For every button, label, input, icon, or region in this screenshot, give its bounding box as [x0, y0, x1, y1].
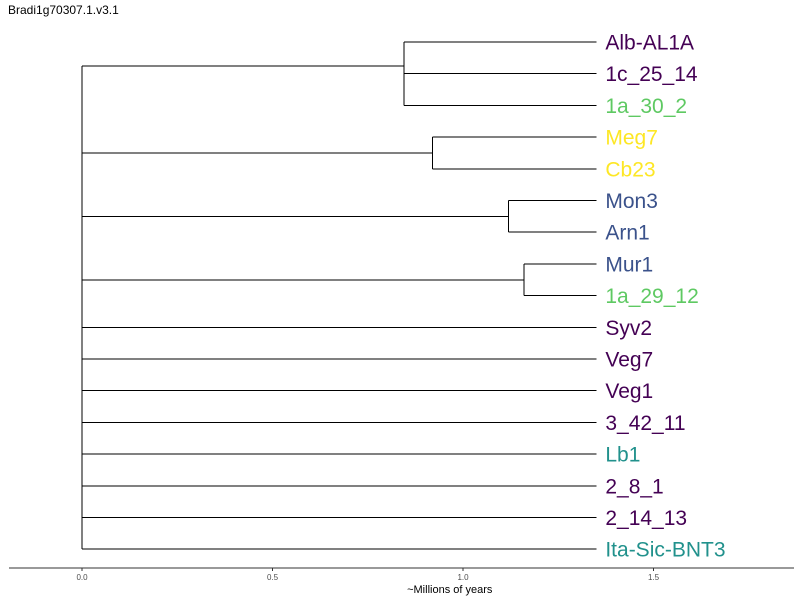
tip-label: Cb23 [605, 158, 655, 181]
tip-label: 1a_29_12 [605, 285, 698, 308]
tree-branches [81, 41, 597, 550]
x-tick-label: 1.0 [457, 573, 469, 582]
x-axis-title: ~Millions of years [407, 584, 493, 596]
x-axis: 0.0 0.5 1.0 1.5 ~Millions of years [9, 567, 794, 596]
tip-label: Arn1 [605, 222, 649, 245]
tip-label: Meg7 [605, 127, 658, 150]
tip-label: Alb-AL1A [605, 32, 694, 55]
tip-label: Mur1 [605, 253, 653, 276]
tip-label: 1a_30_2 [605, 95, 687, 118]
tip-label: Veg1 [605, 380, 653, 403]
chart-title: Bradi1g70307.1.v3.1 [8, 3, 119, 17]
tip-label: Lb1 [605, 444, 640, 467]
x-tick-label: 0.5 [267, 573, 279, 582]
x-tick-label: 1.5 [648, 573, 660, 582]
tip-label: Mon3 [605, 190, 658, 213]
tip-label: 3_42_11 [605, 412, 685, 435]
x-tick-label: 0.0 [76, 573, 88, 582]
x-axis-ticks: 0.0 0.5 1.0 1.5 [76, 568, 660, 582]
tip-label: Veg7 [605, 349, 653, 372]
tip-label: 1c_25_14 [605, 63, 698, 86]
tip-labels: Alb-AL1A 1c_25_14 1a_30_2 Meg7 Cb23 Mon3 Arn1 M… [605, 32, 725, 562]
tip-label: 2_14_13 [605, 507, 687, 530]
tip-label: Syv2 [605, 317, 652, 340]
tip-label: Ita-Sic-BNT3 [605, 539, 725, 562]
tip-label: 2_8_1 [605, 475, 663, 498]
